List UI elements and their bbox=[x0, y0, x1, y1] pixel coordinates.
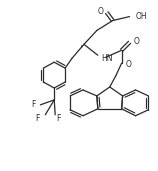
Text: HN: HN bbox=[101, 54, 112, 63]
Text: O: O bbox=[126, 60, 131, 69]
Text: F: F bbox=[35, 114, 39, 123]
Text: F: F bbox=[31, 100, 35, 109]
Text: O: O bbox=[134, 37, 139, 46]
Text: O: O bbox=[98, 7, 104, 16]
Text: OH: OH bbox=[136, 12, 147, 21]
Text: F: F bbox=[56, 114, 61, 123]
